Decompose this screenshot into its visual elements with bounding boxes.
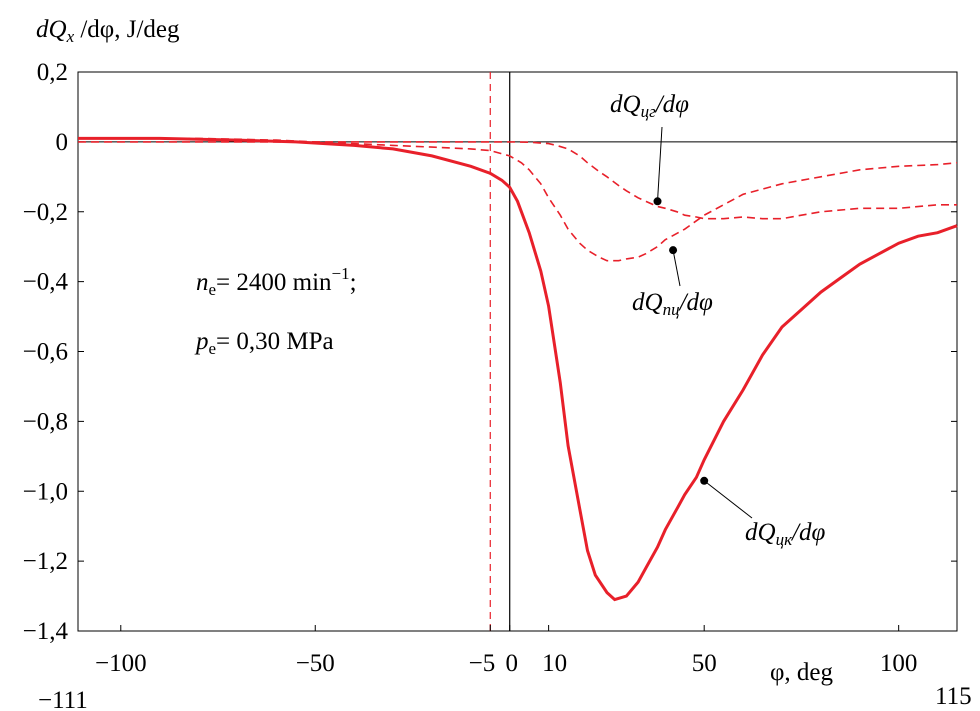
x-axis-title: φ, deg [770,659,834,686]
annotation-pressure-sub: e [209,339,217,358]
annotation-speed-value: = 2400 min [216,269,332,296]
y-axis-title-rest: /dφ, J/deg [74,16,180,43]
series-label-qcg-rest: /dφ [654,91,689,118]
series-label-qcyl-main: dQ [745,519,776,546]
series-label-qpc: dQпц/dφ [632,289,713,319]
y-axis-title: dQx /dφ, J/deg [36,16,180,46]
annotation-speed-sup: −1 [332,264,350,283]
x-tick-label: −100 [95,650,147,677]
y-axis-title-main: dQ [36,16,67,43]
series-label-qcyl-rest: /dφ [790,519,825,546]
x-limit-max-label: 115 [935,683,972,710]
series-label-qpc-rest: /dφ [678,289,713,316]
annotation-speed-sub: e [209,280,217,299]
leader-line-qcg [657,126,663,202]
y-axis: 0,2 0 −0,2 −0,4 −0,6 −0,8 −1,0 −1,2 −1,4 [23,59,957,645]
leader-line-qpc [672,250,681,287]
y-tick-label: 0 [56,129,69,156]
series-qpc-line [78,137,958,262]
annotation-pressure: pe= 0,30 MPa [194,328,334,358]
series-label-qpc-main: dQ [632,289,663,316]
marker-qpc [669,246,678,255]
series-label-qpc-sub: пц [663,300,680,319]
x-tick-label: 10 [542,650,567,677]
annotation-speed-symbol: n [196,269,209,296]
series-qcyl-line [78,136,958,602]
y-axis-title-sub: x [66,27,75,46]
series-callouts: dQцк/dφ dQпц/dφ dQцг/dφ [610,91,825,549]
y-tick-label: −0,2 [23,199,68,226]
y-tick-label: −1,2 [23,548,68,575]
series-qcg-line [78,141,957,220]
y-tick-label: −0,4 [23,269,69,296]
annotation-pressure-symbol: p [194,328,209,355]
y-tick-label: 0,2 [37,59,68,86]
x-limit-min-label: −111 [38,687,88,711]
y-tick-label: −0,8 [23,408,68,435]
series-label-qcg-sub: цг [641,102,657,121]
y-tick-label: −0,6 [23,339,68,366]
series-label-qcyl: dQцк/dφ [745,519,825,549]
y-tick-label: −1,0 [23,478,68,505]
leader-line-qcyl [703,480,753,519]
annotation-speed: ne= 2400 min−1; [196,264,357,299]
x-tick-label: −50 [296,650,335,677]
marker-qcg [653,197,662,206]
x-tick-label: 50 [692,650,717,677]
series-label-qcg: dQцг/dφ [610,91,689,121]
x-tick-label: −5 [469,650,496,677]
marker-qcyl [700,476,709,485]
x-tick-label: 0 [505,650,518,677]
y-tick-label: −1,4 [23,618,69,645]
x-axis: −100 −50 −5 0 10 50 100 [95,625,917,677]
x-tick-label: 100 [880,650,918,677]
series-label-qcg-main: dQ [610,91,641,118]
annotation-pressure-value: = 0,30 MPa [216,328,334,355]
annotation-speed-end: ; [350,269,357,296]
series-label-qcyl-sub: цк [776,530,794,549]
